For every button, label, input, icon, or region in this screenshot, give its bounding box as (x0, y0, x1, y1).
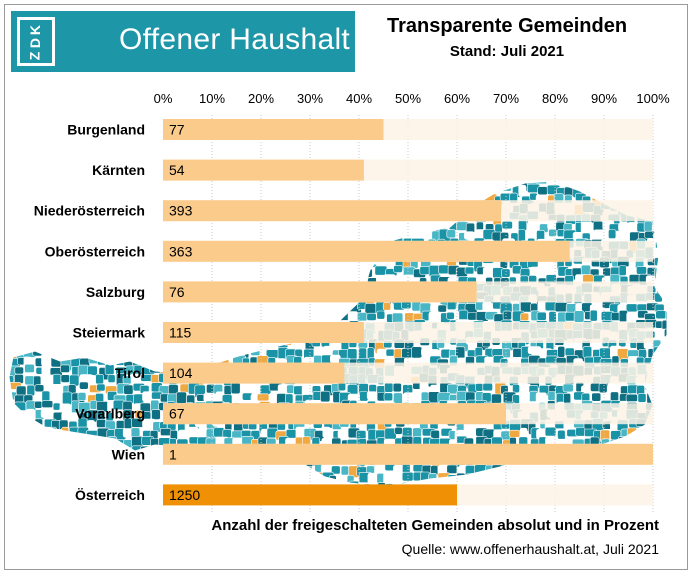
category-label: Burgenland (67, 122, 145, 138)
bar-value-label: 104 (169, 365, 193, 381)
category-label: Wien (112, 446, 145, 462)
chart-footer-title: Anzahl der freigeschalteten Gemeinden ab… (211, 517, 659, 534)
category-label: Steiermark (73, 325, 146, 341)
category-label: Niederösterreich (34, 203, 145, 219)
chart-subtitle: Stand: Juli 2021 (449, 43, 565, 60)
bar-value-label: 1250 (169, 487, 200, 503)
x-tick-label: 30% (297, 91, 323, 106)
bar-value-label: 76 (169, 284, 185, 300)
bar-value-label: 77 (169, 122, 185, 138)
bar (163, 322, 364, 343)
bar-value-label: 1 (169, 446, 177, 462)
x-tick-label: 20% (248, 91, 274, 106)
bar-value-label: 54 (169, 162, 185, 178)
bar (163, 403, 506, 425)
x-tick-label: 60% (444, 91, 470, 106)
x-tick-label: 80% (542, 91, 568, 106)
category-label: Tirol (115, 365, 145, 381)
x-tick-label: 70% (493, 91, 519, 106)
bar-value-label: 115 (169, 325, 192, 341)
bar (163, 119, 384, 140)
kdz-logo: K D Z Offener Haushalt (11, 11, 355, 72)
bar-value-label: 363 (169, 243, 193, 259)
x-tick-label: 40% (346, 91, 372, 106)
x-tick-label: 50% (395, 91, 421, 106)
chart-source: Quelle: www.offenerhaushalt.at, Juli 202… (401, 541, 659, 557)
bar (163, 281, 477, 303)
chart-frame: K D Z Offener Haushalt Transparente Geme… (4, 4, 688, 570)
bar-value-label: 393 (169, 203, 193, 219)
kdz-logo-mark: K D Z (17, 17, 55, 66)
logo-text: Offener Haushalt (119, 23, 351, 56)
category-label: Vorarlberg (75, 406, 145, 422)
bar-value-label: 67 (169, 406, 185, 422)
bar-oesterreich (163, 484, 457, 506)
bar (163, 240, 570, 262)
x-tick-label: 0% (154, 91, 173, 106)
category-label: Kärnten (92, 162, 145, 178)
chart-title: Transparente Gemeinden (386, 15, 628, 37)
category-label: Oberösterreich (45, 243, 145, 259)
x-tick-label: 90% (591, 91, 617, 106)
x-tick-label: 10% (199, 91, 225, 106)
bar (163, 443, 653, 465)
bar (163, 362, 345, 384)
category-label: Salzburg (86, 284, 145, 300)
bar (163, 159, 364, 181)
bar (163, 200, 502, 222)
bar-chart: 0% 10% 20% 30% 40% 50% 60% 70% 80% 90% 100% Burgenl… (34, 91, 670, 513)
category-label: Österreich (75, 487, 145, 503)
x-tick-label: 100% (636, 91, 670, 106)
